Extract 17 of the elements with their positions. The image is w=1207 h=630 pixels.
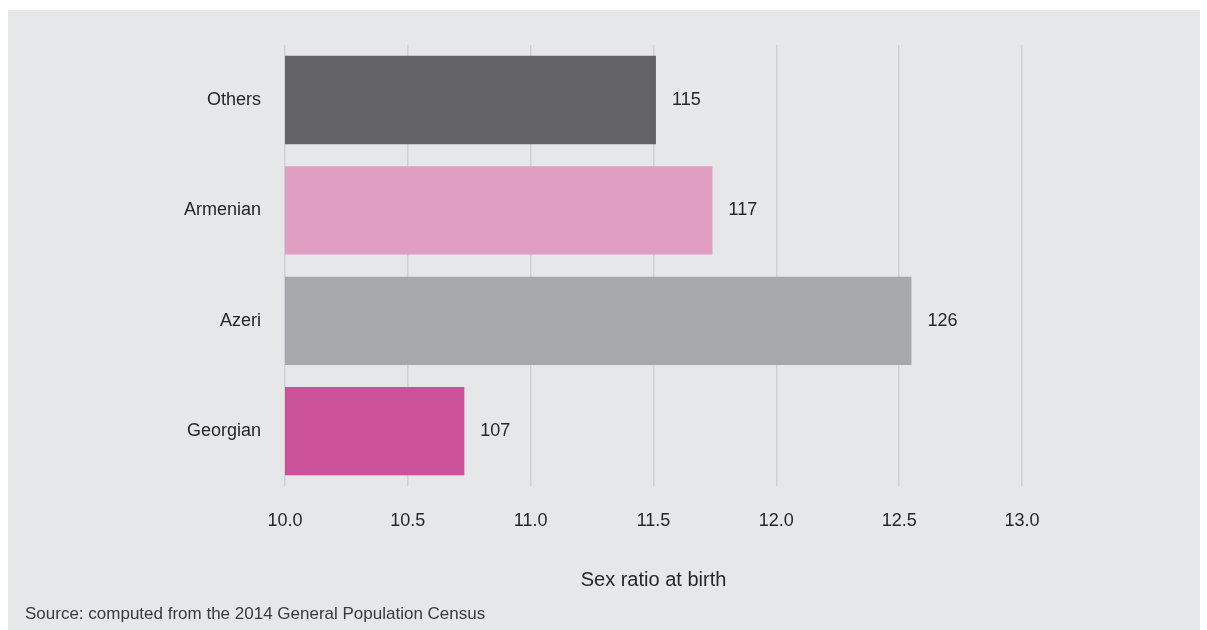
x-tick-label: 12.5 xyxy=(881,510,917,531)
y-tick-label: Georgian xyxy=(186,420,261,441)
x-tick-label: 10.5 xyxy=(390,510,426,531)
annotation: 107 xyxy=(480,420,511,441)
annotation: 115 xyxy=(671,88,701,109)
x-axis-title: Sex ratio at birth xyxy=(580,567,727,590)
y-tick-label: Others xyxy=(206,88,261,109)
y-tick-label: Armenian xyxy=(183,199,261,220)
x-tick-label: 11.0 xyxy=(513,510,548,531)
x-tick-label: 10.0 xyxy=(267,510,303,531)
x-tick-label: 11.5 xyxy=(636,510,671,531)
annotation: 117 xyxy=(728,199,758,220)
annotation: 126 xyxy=(927,309,958,330)
source-note: Source: computed from the 2014 General Population Census xyxy=(25,604,486,624)
y-tick-label: Azeri xyxy=(219,309,261,330)
x-tick-label: 12.0 xyxy=(758,510,794,531)
x-tick-label: 13.0 xyxy=(1004,510,1040,531)
